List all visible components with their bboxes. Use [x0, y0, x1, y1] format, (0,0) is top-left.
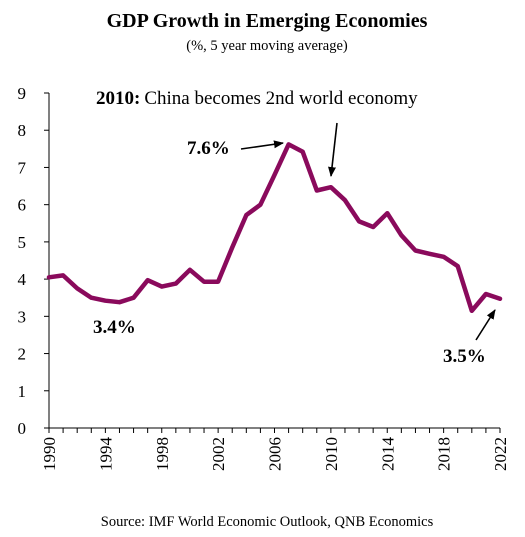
chart-title: GDP Growth in Emerging Economies	[107, 10, 428, 32]
x-tick-label: 2014	[378, 437, 397, 472]
x-axis-ticks: 1990 1994 1998 2002 2006 2010 2014 2018 2022	[40, 428, 510, 471]
annotation-end: 3.5%	[443, 346, 486, 367]
annotation-peak: 7.6%	[187, 138, 230, 159]
annotation-2010-arrow	[328, 122, 338, 177]
x-tick-label: 2006	[266, 437, 285, 471]
x-tick-label: 2022	[491, 437, 510, 471]
annotation-2010-text: China becomes 2nd world economy	[144, 88, 418, 109]
series-line	[46, 142, 503, 314]
x-tick-label: 2018	[435, 437, 454, 471]
x-tick-label: 1998	[153, 437, 172, 471]
y-tick-label: 3	[18, 307, 27, 326]
y-tick-label: 6	[18, 196, 27, 215]
x-tick-label: 1994	[96, 437, 115, 472]
x-tick-label: 1990	[40, 437, 59, 471]
y-tick-label: 7	[18, 158, 27, 177]
y-tick-label: 5	[18, 233, 27, 252]
annotation-end-arrow	[475, 309, 496, 341]
y-axis-ticks: 0 1 2 3 4 5 6 7 8 9	[18, 84, 49, 438]
annotation-2010: 2010: China becomes 2nd world economy	[96, 88, 418, 109]
axes	[48, 93, 500, 429]
annotation-2010-year: 2010:	[96, 88, 140, 109]
y-tick-label: 0	[18, 419, 27, 438]
y-tick-label: 4	[18, 270, 27, 289]
chart-subtitle: (%, 5 year moving average)	[186, 38, 348, 54]
y-tick-label: 8	[18, 121, 27, 140]
x-tick-label: 2002	[209, 437, 228, 471]
source-note: Source: IMF World Economic Outlook, QNB …	[101, 514, 434, 530]
annotation-peak-arrow	[240, 140, 284, 150]
y-tick-label: 9	[18, 84, 27, 103]
x-tick-label: 2010	[322, 437, 341, 471]
y-tick-label: 2	[18, 345, 27, 364]
y-tick-label: 1	[18, 382, 27, 401]
annotation-low: 3.4%	[93, 317, 136, 338]
